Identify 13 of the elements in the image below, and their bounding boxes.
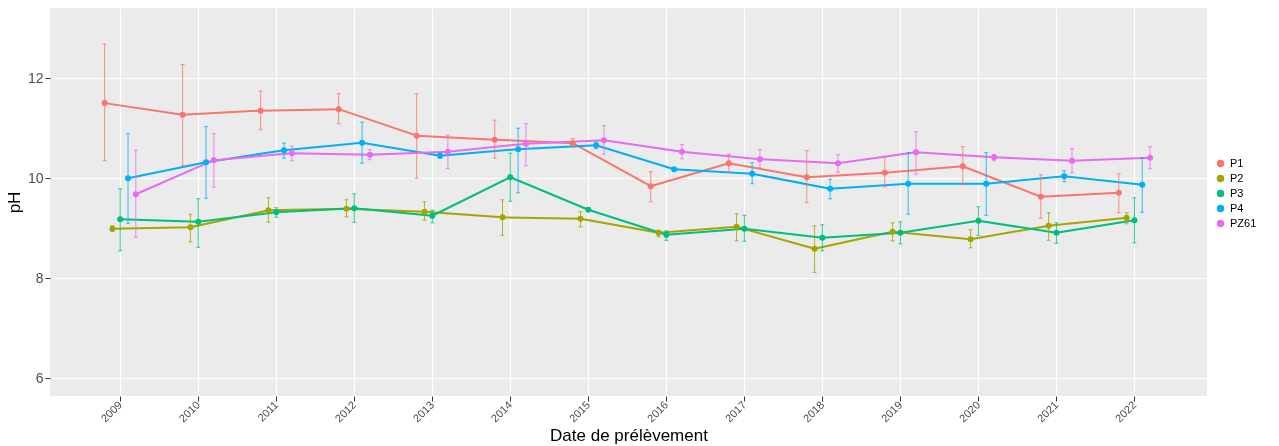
legend-label: PZ61 <box>1230 216 1257 229</box>
legend-label: P2 <box>1230 171 1244 184</box>
y-tick-label: 8 <box>35 269 44 286</box>
legend-label: P4 <box>1230 201 1244 214</box>
y-tick-label: 10 <box>27 169 44 186</box>
x-axis-title: Date de prélèvement <box>550 426 709 446</box>
y-axis-title: pH <box>4 191 24 214</box>
legend-label: P1 <box>1230 156 1244 169</box>
legend-label: P3 <box>1230 186 1244 199</box>
y-tick-label: 12 <box>27 69 44 86</box>
y-tick-label: 6 <box>35 369 44 386</box>
point <box>585 206 592 213</box>
point <box>671 166 678 173</box>
